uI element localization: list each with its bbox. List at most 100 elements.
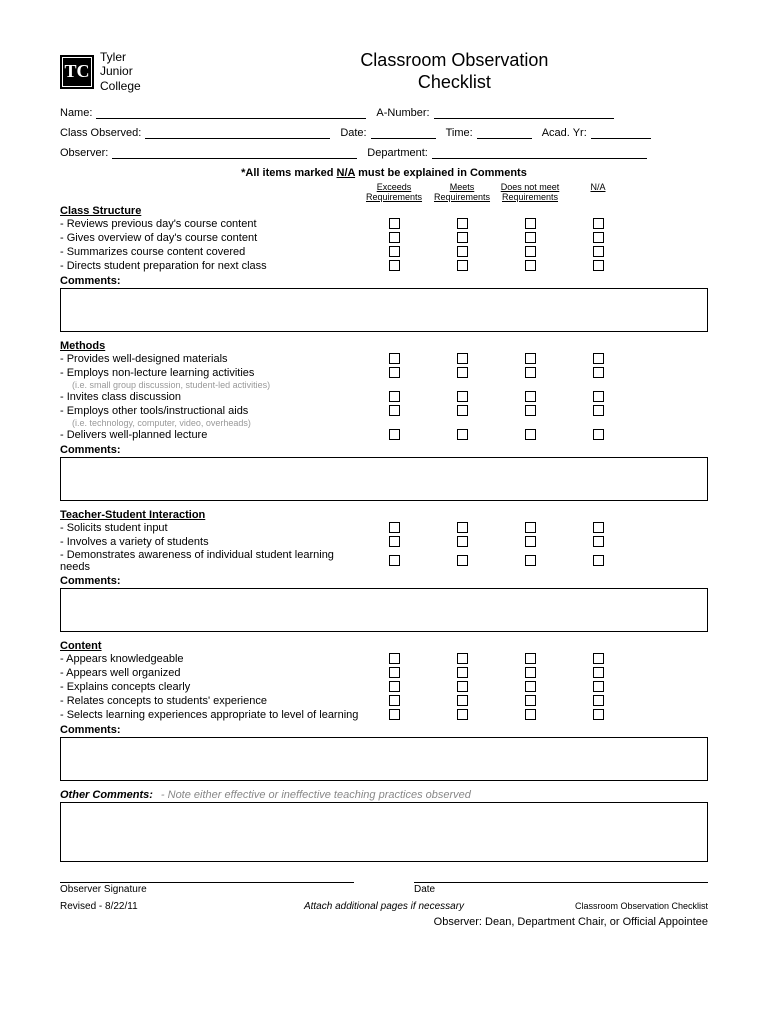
- checkbox[interactable]: [457, 555, 468, 566]
- checkbox[interactable]: [389, 695, 400, 706]
- checkbox[interactable]: [593, 260, 604, 271]
- input-anumber[interactable]: [434, 105, 614, 119]
- checkbox[interactable]: [389, 246, 400, 257]
- checkbox[interactable]: [593, 653, 604, 664]
- comments-box[interactable]: [60, 288, 708, 332]
- checkbox[interactable]: [525, 232, 536, 243]
- checkbox[interactable]: [593, 391, 604, 402]
- checkbox[interactable]: [457, 353, 468, 364]
- checkbox[interactable]: [389, 260, 400, 271]
- item-row: - Involves a variety of students: [60, 535, 708, 549]
- checkbox[interactable]: [525, 246, 536, 257]
- checkbox[interactable]: [389, 353, 400, 364]
- checkbox[interactable]: [593, 367, 604, 378]
- item-row: - Solicits student input: [60, 521, 708, 535]
- input-class[interactable]: [145, 125, 330, 139]
- check-cells: [360, 232, 632, 243]
- na-note-na: N/A: [337, 167, 356, 179]
- comments-box[interactable]: [60, 588, 708, 632]
- other-comments-box[interactable]: [60, 802, 708, 862]
- checkbox[interactable]: [525, 667, 536, 678]
- signature-line-observer[interactable]: [60, 882, 354, 883]
- checkbox[interactable]: [593, 695, 604, 706]
- checkbox[interactable]: [389, 681, 400, 692]
- checkbox[interactable]: [389, 367, 400, 378]
- checkbox[interactable]: [593, 536, 604, 547]
- input-observer[interactable]: [112, 145, 357, 159]
- checkbox[interactable]: [389, 391, 400, 402]
- checkbox[interactable]: [525, 681, 536, 692]
- checkbox[interactable]: [593, 232, 604, 243]
- checkbox[interactable]: [525, 367, 536, 378]
- checkbox[interactable]: [389, 667, 400, 678]
- checkbox[interactable]: [593, 709, 604, 720]
- input-acadyr[interactable]: [591, 125, 651, 139]
- checkbox[interactable]: [525, 709, 536, 720]
- checkbox[interactable]: [389, 522, 400, 533]
- item-row: - Provides well-designed materials: [60, 352, 708, 366]
- checkbox[interactable]: [525, 653, 536, 664]
- checkbox[interactable]: [389, 709, 400, 720]
- signature-line-date[interactable]: [414, 882, 708, 883]
- checkbox[interactable]: [593, 429, 604, 440]
- checkbox[interactable]: [389, 232, 400, 243]
- college-name: Tyler Junior College: [100, 50, 141, 93]
- checkbox[interactable]: [457, 232, 468, 243]
- checkbox[interactable]: [389, 536, 400, 547]
- item-row: - Appears knowledgeable: [60, 652, 708, 666]
- checkbox[interactable]: [525, 429, 536, 440]
- checkbox[interactable]: [457, 695, 468, 706]
- col-doesnot: Does not meet Requirements: [496, 183, 564, 203]
- item-row: - Invites class discussion: [60, 390, 708, 404]
- college-line1: Tyler: [100, 50, 141, 64]
- checkbox[interactable]: [457, 260, 468, 271]
- check-cells: [360, 246, 632, 257]
- checkbox[interactable]: [389, 555, 400, 566]
- checkbox[interactable]: [457, 653, 468, 664]
- checkbox[interactable]: [457, 218, 468, 229]
- checkbox[interactable]: [593, 667, 604, 678]
- checkbox[interactable]: [457, 536, 468, 547]
- checkbox[interactable]: [525, 405, 536, 416]
- checkbox[interactable]: [525, 353, 536, 364]
- checkbox[interactable]: [593, 353, 604, 364]
- checkbox[interactable]: [525, 695, 536, 706]
- checkbox[interactable]: [457, 709, 468, 720]
- item-sublabel: (i.e. small group discussion, student-le…: [72, 380, 708, 390]
- checkbox[interactable]: [593, 555, 604, 566]
- checkbox[interactable]: [525, 522, 536, 533]
- checkbox[interactable]: [389, 405, 400, 416]
- checkbox[interactable]: [457, 522, 468, 533]
- input-dept[interactable]: [432, 145, 647, 159]
- checkbox[interactable]: [457, 367, 468, 378]
- checkbox[interactable]: [525, 536, 536, 547]
- checkbox[interactable]: [457, 429, 468, 440]
- input-name[interactable]: [96, 105, 366, 119]
- checkbox[interactable]: [389, 218, 400, 229]
- checkbox[interactable]: [525, 391, 536, 402]
- checkbox[interactable]: [593, 218, 604, 229]
- item-row: - Gives overview of day's course content: [60, 231, 708, 245]
- item-label: - Employs non-lecture learning activitie…: [60, 367, 360, 379]
- other-comments-note: - Note either effective or ineffective t…: [161, 789, 471, 801]
- check-cells: [360, 353, 632, 364]
- comments-box[interactable]: [60, 457, 708, 501]
- checkbox[interactable]: [593, 681, 604, 692]
- checkbox[interactable]: [457, 667, 468, 678]
- item-sublabel: (i.e. technology, computer, video, overh…: [72, 418, 708, 428]
- checkbox[interactable]: [389, 653, 400, 664]
- checkbox[interactable]: [593, 522, 604, 533]
- input-time[interactable]: [477, 125, 532, 139]
- checkbox[interactable]: [457, 391, 468, 402]
- comments-box[interactable]: [60, 737, 708, 781]
- checkbox[interactable]: [457, 405, 468, 416]
- checkbox[interactable]: [525, 555, 536, 566]
- checkbox[interactable]: [389, 429, 400, 440]
- checkbox[interactable]: [457, 681, 468, 692]
- checkbox[interactable]: [593, 246, 604, 257]
- checkbox[interactable]: [525, 218, 536, 229]
- checkbox[interactable]: [457, 246, 468, 257]
- input-date[interactable]: [371, 125, 436, 139]
- checkbox[interactable]: [593, 405, 604, 416]
- checkbox[interactable]: [525, 260, 536, 271]
